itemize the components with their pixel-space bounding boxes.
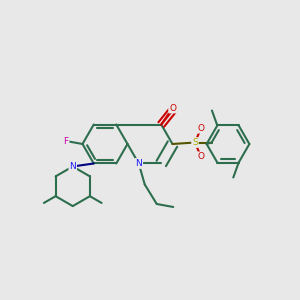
Text: S: S	[192, 138, 198, 147]
Text: N: N	[135, 159, 142, 168]
Text: N: N	[69, 162, 76, 171]
Text: F: F	[63, 136, 69, 146]
Text: O: O	[169, 103, 176, 112]
Text: O: O	[197, 124, 205, 133]
Text: O: O	[197, 152, 205, 161]
